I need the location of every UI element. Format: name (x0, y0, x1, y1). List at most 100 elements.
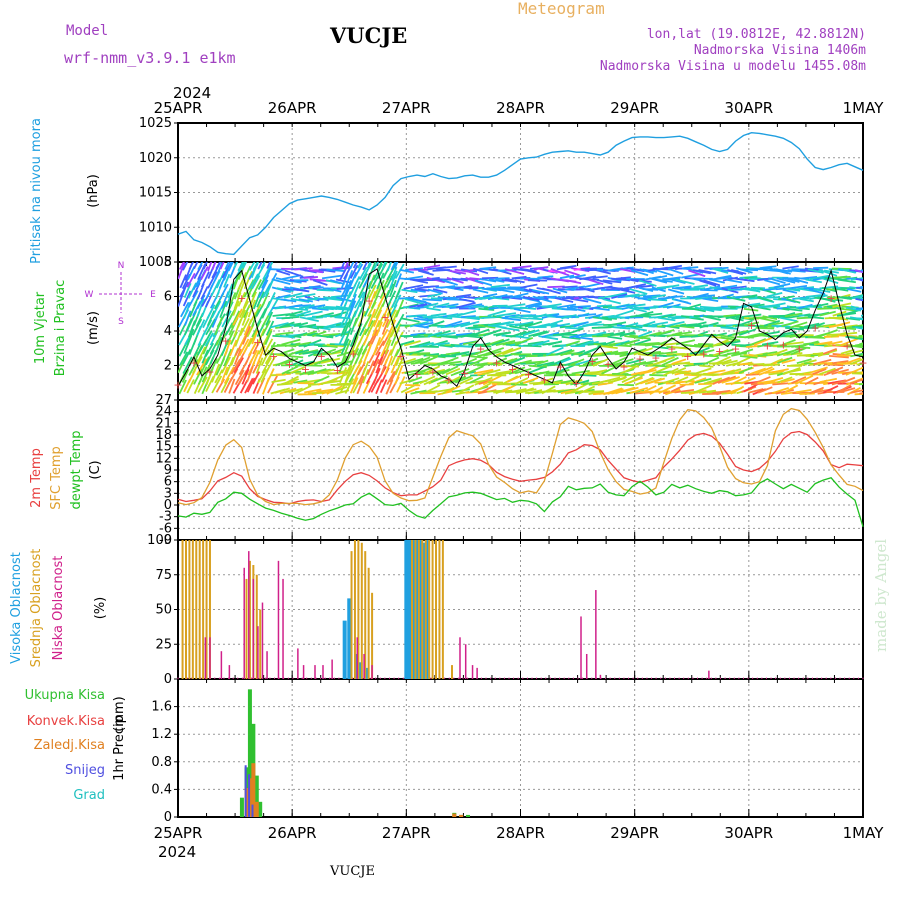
low-cloud-bar (459, 637, 461, 679)
low-cloud-bar (465, 644, 467, 679)
mid-cloud-bar (182, 540, 184, 679)
wind-gust-marker: + (651, 351, 660, 364)
low-cloud-bar (331, 660, 333, 679)
low-cloud-title: Niska Oblacnost (51, 556, 66, 661)
snow-bar (248, 774, 250, 817)
low-cloud-bar (322, 665, 324, 679)
y-tick-label: 75 (155, 568, 172, 583)
low-cloud-bar (248, 551, 250, 679)
low-cloud-bar (262, 603, 264, 679)
compass-west: W (85, 290, 94, 300)
high-cloud-bar (343, 621, 347, 679)
altitude-text: Nadmorska Visina 1406m (694, 43, 866, 58)
wind-arrow (865, 336, 884, 337)
mid-cloud-bar (188, 540, 190, 679)
wind-arrow (578, 314, 596, 316)
wind-arrow (438, 317, 452, 318)
wind-arrow (742, 315, 762, 317)
mid-cloud-bar (435, 540, 437, 679)
legend-total-rain: Ukupna Kisa (25, 688, 105, 703)
wind-arrow (855, 327, 874, 330)
wind-gust-marker: + (731, 342, 740, 355)
wind-arrow (694, 285, 708, 287)
y-tick-label: 1015 (139, 186, 172, 201)
wind-gust-marker: + (588, 355, 597, 368)
x-date-label-bottom: 1MAY (843, 824, 885, 842)
wind-arrow (506, 304, 526, 307)
wind-arrow (829, 318, 848, 320)
wind-arrow (780, 318, 797, 321)
mid-cloud-bar (428, 540, 430, 679)
x-date-label-bottom: 25APR (154, 824, 203, 842)
wind-gust-marker: + (428, 366, 437, 379)
wind-arrow (607, 337, 622, 339)
wind-arrow (322, 276, 342, 279)
wind-gust-marker: + (380, 311, 389, 324)
low-cloud-bar (580, 616, 582, 679)
y-tick-label: 1010 (139, 220, 172, 235)
wind-arrow (760, 266, 777, 268)
y-tick-label: 50 (155, 603, 172, 618)
high-cloud-title: Visoka Oblacnost (9, 552, 24, 664)
wind-arrow (865, 389, 883, 394)
cloud-unit: (%) (93, 597, 108, 620)
low-cloud-bar (266, 651, 268, 679)
wind-arrow (865, 381, 881, 383)
wind-gust-marker: + (253, 336, 262, 349)
legend-freezing-rain: Zaledj.Kisa (34, 738, 105, 753)
wind-arrow (817, 308, 836, 309)
wind-arrow (615, 310, 633, 316)
wind-arrow (699, 366, 713, 367)
wind-title-1: 10m Vjetar (33, 291, 48, 364)
low-cloud-bar (472, 665, 474, 679)
x-date-label-top: 29APR (610, 99, 659, 117)
wind-gust-marker: + (221, 334, 230, 347)
low-cloud-bar (278, 561, 280, 679)
wind-arrow (782, 266, 798, 268)
wind-arrow (603, 299, 621, 303)
meteogram-title: Meteogram (518, 0, 605, 18)
pressure-unit: (hPa) (86, 174, 101, 208)
mid-cloud-title: Srednja Oblacnost (29, 549, 44, 668)
wind-title-2: Brzina i Pravac (53, 280, 68, 377)
footer-station: VUCJE (329, 864, 375, 879)
wind-arrow (859, 334, 879, 336)
y-tick-label: 1020 (139, 151, 172, 166)
wind-gust-marker: + (779, 338, 788, 351)
low-cloud-bar (257, 626, 259, 679)
wind-arrow (763, 289, 778, 290)
wind-arrow (691, 288, 706, 289)
wind-gust-marker: + (667, 342, 676, 355)
mid-cloud-bar (451, 665, 453, 679)
wind-gust-marker: + (173, 378, 182, 391)
wind-arrow (547, 286, 564, 287)
wind-gust-marker: + (476, 342, 485, 355)
mid-cloud-bar (354, 540, 356, 679)
precip-legend: Ukupna Kisa Konvek.Kisa Zaledj.Kisa Snij… (25, 688, 105, 803)
wind-arrow (565, 328, 583, 329)
wind-unit: (m/s) (86, 311, 101, 345)
wind-arrow (293, 289, 309, 291)
wind-arrow (546, 304, 561, 306)
wind-arrow (468, 327, 486, 328)
wind-gust-marker: + (795, 342, 804, 355)
wind-arrow (585, 284, 601, 288)
wind-gust-marker: + (572, 377, 581, 390)
low-cloud-bar (708, 671, 710, 679)
y-tick-label: 0.8 (151, 755, 172, 770)
x-date-label-top: 26APR (268, 99, 317, 117)
mid-cloud-bar (432, 540, 434, 679)
wind-arrow (772, 383, 788, 384)
wind-arrow (865, 327, 885, 328)
compass-east: E (150, 290, 156, 300)
legend-hail: Grad (73, 788, 105, 803)
wind-arrow (746, 374, 761, 375)
wind-arrow (601, 346, 617, 348)
wind-gust-marker: + (858, 356, 867, 369)
wind-arrow (864, 289, 879, 292)
mid-cloud-bar (442, 540, 444, 679)
wind-arrow (856, 372, 873, 373)
